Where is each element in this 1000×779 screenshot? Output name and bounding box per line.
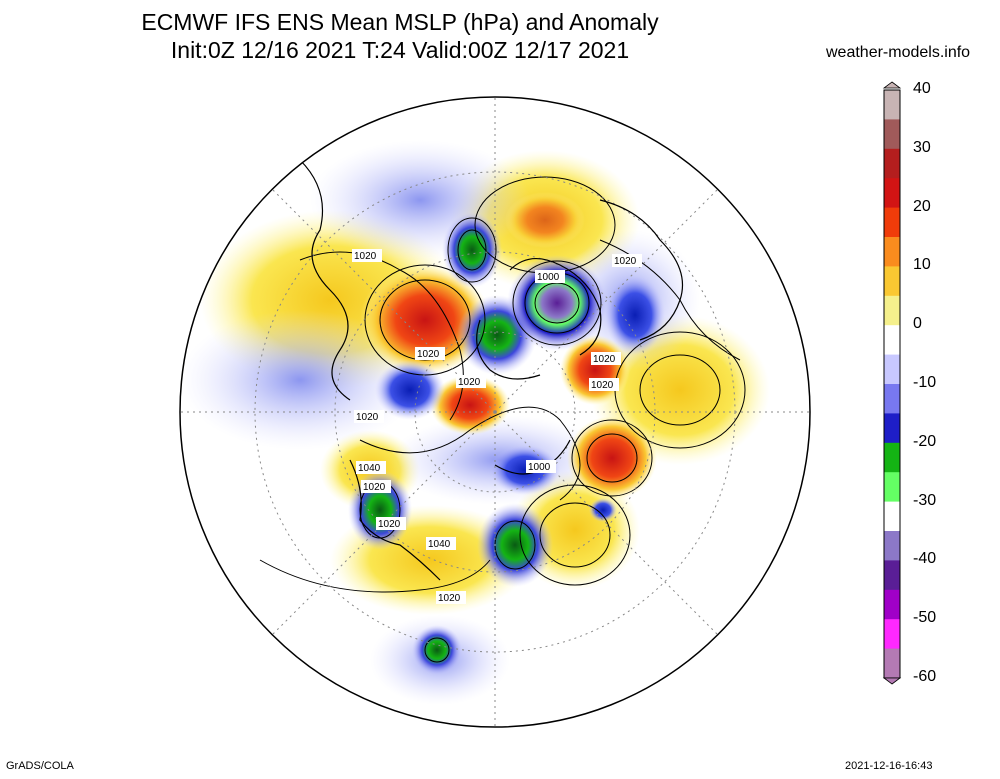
colorbar-tick-label: -40 [913, 550, 937, 568]
colorbar-top-arrow [882, 81, 902, 89]
colorbar [882, 81, 902, 685]
colorbar-bottom-arrow [882, 677, 902, 685]
colorbar-segment [884, 266, 900, 297]
anomaly-field [180, 97, 810, 727]
isobar-label: 1020 [591, 380, 614, 391]
colorbar-tick-label: 30 [913, 138, 931, 156]
chart-subtitle: Init:0Z 12/16 2021 T:24 Valid:00Z 12/17 … [170, 37, 630, 63]
colorbar-segment [884, 531, 900, 561]
isobar-label: 1000 [537, 272, 560, 283]
footer-credit: GrADS/COLA [6, 760, 74, 772]
isobar-label: 1020 [378, 519, 401, 530]
colorbar-segment [884, 501, 900, 532]
isobar-labels: 1020 1000 1020 1020 1020 1020 1020 1020 … [352, 249, 642, 604]
colorbar-segment [884, 560, 900, 591]
colorbar-tick-label: -10 [913, 374, 937, 391]
colorbar-tick-label: -20 [913, 432, 937, 450]
colorbar-tick-label: 20 [913, 197, 931, 215]
isobar-label: 1000 [528, 462, 551, 473]
colorbar-segment [884, 237, 900, 267]
colorbar-tick-label: -30 [913, 491, 937, 509]
isobar-label: 1020 [614, 256, 637, 267]
colorbar-segment [884, 354, 900, 385]
colorbar-segment [884, 413, 900, 444]
isobar-label: 1020 [363, 482, 386, 493]
isobar-label: 1020 [356, 412, 379, 423]
colorbar-segment [884, 472, 900, 503]
colorbar-segment [884, 589, 900, 620]
isobar-label: 1040 [358, 463, 381, 474]
colorbar-tick-label: 40 [913, 80, 931, 97]
colorbar-segment [884, 442, 900, 473]
isobar-label: 1040 [428, 539, 451, 550]
colorbar-segment [884, 207, 900, 238]
isobar-label: 1020 [438, 593, 461, 604]
colorbar-tick-label: -50 [913, 609, 937, 627]
colorbar-tick-label: 0 [913, 315, 922, 333]
footer-timestamp: 2021-12-16-16:43 [845, 760, 933, 772]
colorbar-tick-label: -60 [913, 668, 937, 685]
isobar-label: 1020 [593, 354, 616, 365]
colorbar-segment [884, 648, 900, 679]
colorbar-segment [884, 384, 900, 414]
colorbar-segment [884, 148, 900, 179]
colorbar-segment [884, 325, 900, 356]
colorbar-tick-label: 10 [913, 256, 931, 274]
isobar-label: 1020 [354, 251, 377, 262]
colorbar-segment [884, 90, 900, 120]
isobar-label: 1020 [458, 377, 481, 388]
colorbar-segment [884, 295, 900, 326]
chart-title: ECMWF IFS ENS Mean MSLP (hPa) and Anomal… [141, 9, 659, 35]
colorbar-segment [884, 619, 900, 650]
map-boundary [179, 96, 811, 728]
colorbar-segments [883, 89, 901, 679]
colorbar-segment [884, 119, 900, 150]
colorbar-segment [884, 178, 900, 209]
isobar-label: 1020 [417, 349, 440, 360]
source-site: weather-models.info [826, 44, 971, 61]
